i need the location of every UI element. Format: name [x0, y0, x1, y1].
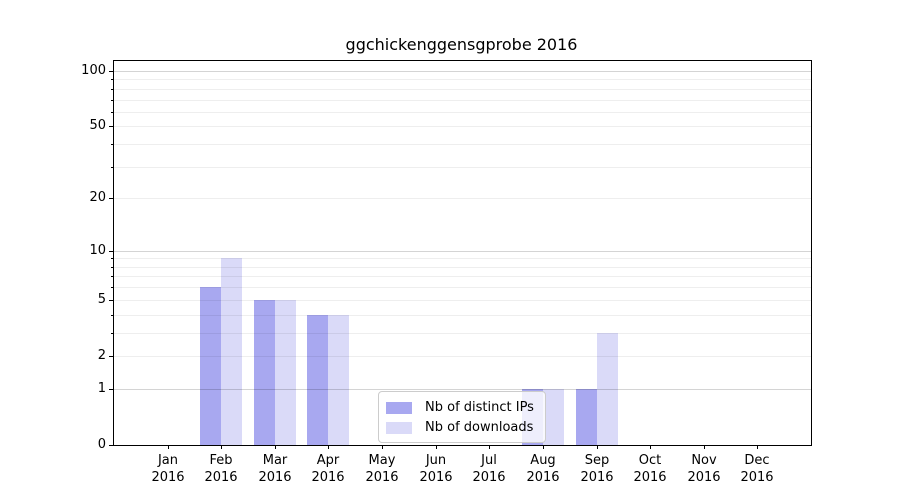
- x-tick-mark: [221, 445, 222, 449]
- y-gridline-minor: [114, 79, 811, 80]
- x-tick-label: Jan 2016: [151, 453, 185, 485]
- y-tick-mark: [109, 356, 113, 357]
- x-tick-mark: [436, 445, 437, 449]
- x-tick-mark: [597, 445, 598, 449]
- bar-distinct-ips-sep-2016: [575, 388, 597, 445]
- y-gridline-minor: [114, 167, 811, 168]
- y-gridline-minor: [114, 198, 811, 199]
- bar-downloads-mar-2016: [274, 299, 296, 445]
- y-gridline-minor: [114, 126, 811, 127]
- y-gridline-minor: [114, 300, 811, 301]
- x-tick-mark: [382, 445, 383, 449]
- x-tick-label: May 2016: [365, 453, 399, 485]
- x-tick-label: Jul 2016: [472, 453, 506, 485]
- y-gridline-major: [114, 389, 811, 390]
- y-minor-tick-mark: [111, 112, 113, 113]
- bar-downloads-apr-2016: [328, 314, 350, 445]
- y-gridline-major: [114, 251, 811, 252]
- y-tick-label: 20: [89, 190, 106, 205]
- y-minor-tick-mark: [111, 100, 113, 101]
- y-tick-mark: [109, 71, 113, 72]
- y-gridline-minor: [114, 144, 811, 145]
- legend-item: Nb of downloads: [386, 419, 537, 436]
- y-tick-label: 2: [97, 348, 106, 363]
- x-tick-mark: [168, 445, 169, 449]
- y-minor-tick-mark: [111, 258, 113, 259]
- y-minor-tick-mark: [111, 267, 113, 268]
- x-tick-label: Sep 2016: [580, 453, 614, 485]
- x-tick-mark: [275, 445, 276, 449]
- y-tick-mark: [109, 126, 113, 127]
- bar-downloads-sep-2016: [596, 332, 618, 445]
- y-gridline-minor: [114, 100, 811, 101]
- y-gridline-minor: [114, 258, 811, 259]
- x-tick-mark: [328, 445, 329, 449]
- y-gridline-major: [114, 71, 811, 72]
- x-tick-label: Aug 2016: [526, 453, 560, 485]
- bar-distinct-ips-mar-2016: [253, 299, 275, 445]
- x-tick-label: Jun 2016: [419, 453, 453, 485]
- bar-downloads-feb-2016: [221, 258, 243, 445]
- y-tick-label: 0: [97, 437, 106, 452]
- x-tick-mark: [489, 445, 490, 449]
- x-tick-label: Mar 2016: [258, 453, 292, 485]
- x-tick-label: Nov 2016: [687, 453, 721, 485]
- legend-label: Nb of distinct IPs: [425, 400, 534, 415]
- x-tick-label: Feb 2016: [204, 453, 238, 485]
- y-gridline-minor: [114, 89, 811, 90]
- legend-label: Nb of downloads: [425, 420, 534, 435]
- legend: Nb of distinct IPs Nb of downloads: [378, 391, 546, 443]
- y-tick-mark: [109, 300, 113, 301]
- y-minor-tick-mark: [111, 287, 113, 288]
- y-tick-label: 10: [89, 243, 106, 258]
- y-minor-tick-mark: [111, 89, 113, 90]
- y-gridline-minor: [114, 315, 811, 316]
- y-gridline-minor: [114, 112, 811, 113]
- y-tick-mark: [109, 251, 113, 252]
- y-gridline-minor: [114, 356, 811, 357]
- chart-title: ggchickenggensgprobe 2016: [345, 35, 578, 54]
- y-minor-tick-mark: [111, 144, 113, 145]
- y-minor-tick-mark: [111, 315, 113, 316]
- x-tick-mark: [757, 445, 758, 449]
- y-minor-tick-mark: [111, 276, 113, 277]
- legend-item: Nb of distinct IPs: [386, 399, 537, 416]
- y-tick-label: 5: [97, 292, 106, 307]
- x-tick-label: Apr 2016: [311, 453, 345, 485]
- y-tick-mark: [109, 198, 113, 199]
- y-tick-label: 50: [89, 118, 106, 133]
- y-minor-tick-mark: [111, 167, 113, 168]
- y-gridline-minor: [114, 267, 811, 268]
- y-minor-tick-mark: [111, 333, 113, 334]
- x-tick-mark: [650, 445, 651, 449]
- y-gridline-minor: [114, 287, 811, 288]
- legend-swatch: [386, 401, 412, 414]
- y-tick-mark: [109, 445, 113, 446]
- y-gridline-minor: [114, 276, 811, 277]
- y-minor-tick-mark: [111, 79, 113, 80]
- x-tick-label: Dec 2016: [740, 453, 774, 485]
- plot-area: Nb of distinct IPs Nb of downloads 0 1 2 5 10…: [81, 60, 812, 485]
- legend-swatch: [386, 421, 412, 434]
- y-tick-mark: [109, 389, 113, 390]
- x-tick-label: Oct 2016: [633, 453, 667, 485]
- x-tick-mark: [704, 445, 705, 449]
- bar-distinct-ips-apr-2016: [307, 314, 329, 445]
- y-tick-label: 1: [97, 381, 106, 396]
- bar-distinct-ips-feb-2016: [200, 287, 222, 445]
- y-tick-label: 100: [81, 63, 106, 78]
- x-tick-mark: [543, 445, 544, 449]
- bar-downloads-aug-2016: [542, 388, 564, 445]
- y-gridline-minor: [114, 333, 811, 334]
